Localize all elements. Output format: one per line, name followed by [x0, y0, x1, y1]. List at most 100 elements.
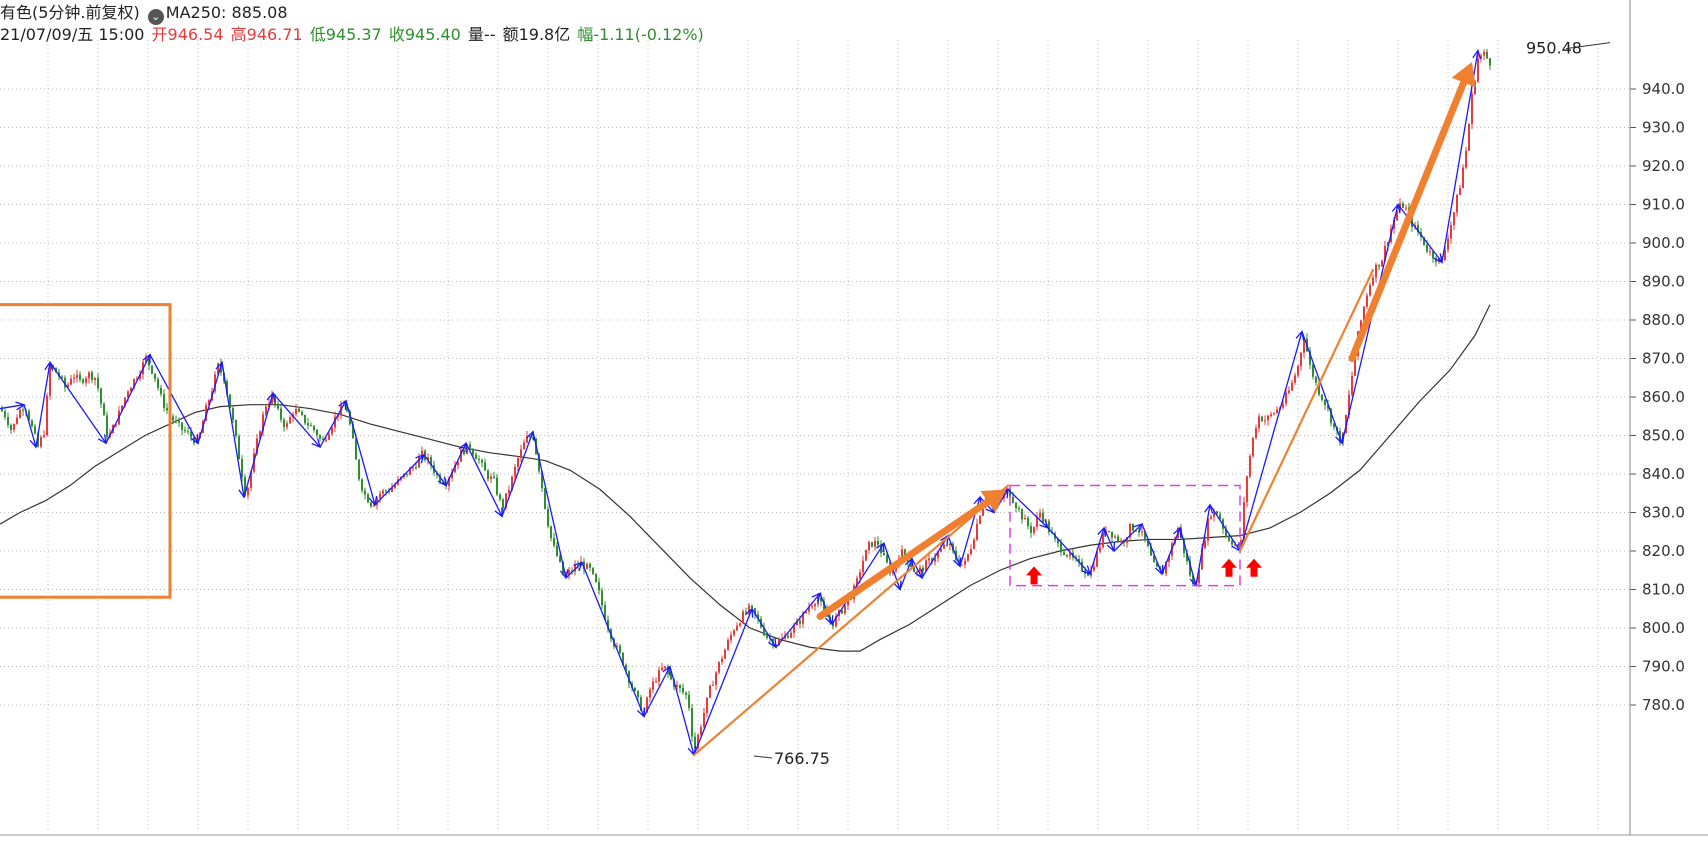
- candle-body: [421, 450, 423, 458]
- candle-body: [850, 599, 852, 601]
- y-tick-label: 860.0: [1642, 388, 1685, 406]
- candle-body: [874, 541, 876, 547]
- candle-body: [502, 499, 504, 508]
- candle-body: [1288, 390, 1290, 393]
- candle-body: [46, 395, 48, 436]
- candle-body: [574, 565, 576, 572]
- candle-body: [1210, 516, 1212, 519]
- candle-body: [1303, 338, 1305, 353]
- candle-body: [1234, 544, 1236, 546]
- candle-body: [739, 623, 741, 626]
- zigzag-segment: [1239, 331, 1303, 552]
- candle-body: [1297, 365, 1299, 376]
- candle-body: [862, 560, 864, 573]
- candle-body: [1252, 437, 1254, 457]
- candle-body: [451, 472, 453, 479]
- candle-body: [670, 673, 672, 680]
- candle-body: [1102, 533, 1104, 548]
- candle-body: [1201, 547, 1203, 570]
- candle-body: [346, 406, 348, 412]
- candle-body: [682, 687, 684, 693]
- trend-line: [1238, 268, 1375, 553]
- candle-body: [844, 605, 846, 614]
- candle-body: [1456, 194, 1458, 213]
- candle-body: [232, 408, 234, 420]
- candle-body: [1444, 249, 1446, 261]
- candle-body: [655, 681, 657, 683]
- candle-body: [334, 416, 336, 428]
- candle-body: [1483, 51, 1485, 56]
- candle-body: [409, 468, 411, 475]
- zigzag-segment: [23, 404, 37, 448]
- zigzag-arrowhead: [97, 434, 107, 445]
- candle-body: [226, 381, 228, 395]
- candle-body: [148, 356, 150, 366]
- candle-body: [163, 394, 165, 408]
- candle-body: [1024, 517, 1026, 520]
- candle-body: [505, 493, 507, 508]
- candle-body: [1267, 415, 1269, 421]
- candle-body: [832, 621, 834, 627]
- candle-body: [709, 685, 711, 698]
- trend-arrowhead: [1451, 62, 1476, 88]
- candle-body: [586, 563, 588, 570]
- zigzag-segment: [1113, 523, 1143, 552]
- zigzag-segment: [775, 592, 821, 648]
- candle-body: [604, 605, 606, 620]
- candle-body: [1060, 543, 1062, 553]
- candle-body: [694, 736, 696, 749]
- candle-body: [1069, 552, 1071, 557]
- candle-body: [703, 712, 705, 728]
- candle-body: [331, 427, 333, 434]
- candle-body: [7, 417, 9, 425]
- candle-body: [970, 548, 972, 555]
- candle-body: [160, 387, 162, 395]
- candle-body: [1402, 203, 1404, 208]
- candle-body: [751, 605, 753, 609]
- candle-body: [514, 466, 516, 477]
- candle-body: [868, 542, 870, 550]
- candle-body: [190, 431, 192, 437]
- candle-body: [13, 423, 15, 430]
- candle-body: [982, 505, 984, 516]
- candle-body: [1363, 306, 1365, 321]
- change-value: 幅-1.11(-0.12%): [577, 25, 704, 44]
- candle-body: [1240, 539, 1242, 546]
- candle-body: [1291, 382, 1293, 391]
- candle-body: [619, 645, 621, 653]
- candle-body: [1318, 382, 1320, 395]
- candle-body: [388, 491, 390, 493]
- zigzag-segment: [581, 562, 645, 717]
- candle-body: [91, 372, 93, 381]
- candle-body: [1153, 555, 1155, 563]
- candle-body: [1285, 392, 1287, 404]
- candle-body: [1411, 213, 1413, 227]
- candle-body: [415, 467, 417, 469]
- min-price-label: 766.75: [774, 749, 830, 768]
- candle-body: [1096, 551, 1098, 567]
- candle-body: [1327, 405, 1329, 409]
- candle-body: [295, 408, 297, 414]
- candle-body: [460, 449, 462, 462]
- candle-body: [589, 563, 591, 568]
- candle-body: [706, 697, 708, 713]
- candle-body: [1147, 539, 1149, 547]
- candle-body: [448, 478, 450, 486]
- candle-body: [973, 539, 975, 549]
- candle-body: [136, 378, 138, 380]
- candle-body: [187, 431, 189, 433]
- candle-body: [79, 374, 81, 380]
- candle-body: [1, 408, 3, 412]
- candle-body: [1384, 245, 1386, 261]
- candle-body: [151, 365, 153, 374]
- zigzag-segment: [1397, 204, 1443, 263]
- candle-body: [601, 590, 603, 606]
- ma-toggle-icon[interactable]: ⌄: [147, 9, 164, 25]
- candle-body: [220, 363, 222, 373]
- candle-body: [1423, 236, 1425, 245]
- zigzag-segment: [501, 431, 534, 517]
- candle-body: [1372, 277, 1374, 286]
- candle-body: [1111, 531, 1113, 538]
- candle-body: [922, 567, 924, 571]
